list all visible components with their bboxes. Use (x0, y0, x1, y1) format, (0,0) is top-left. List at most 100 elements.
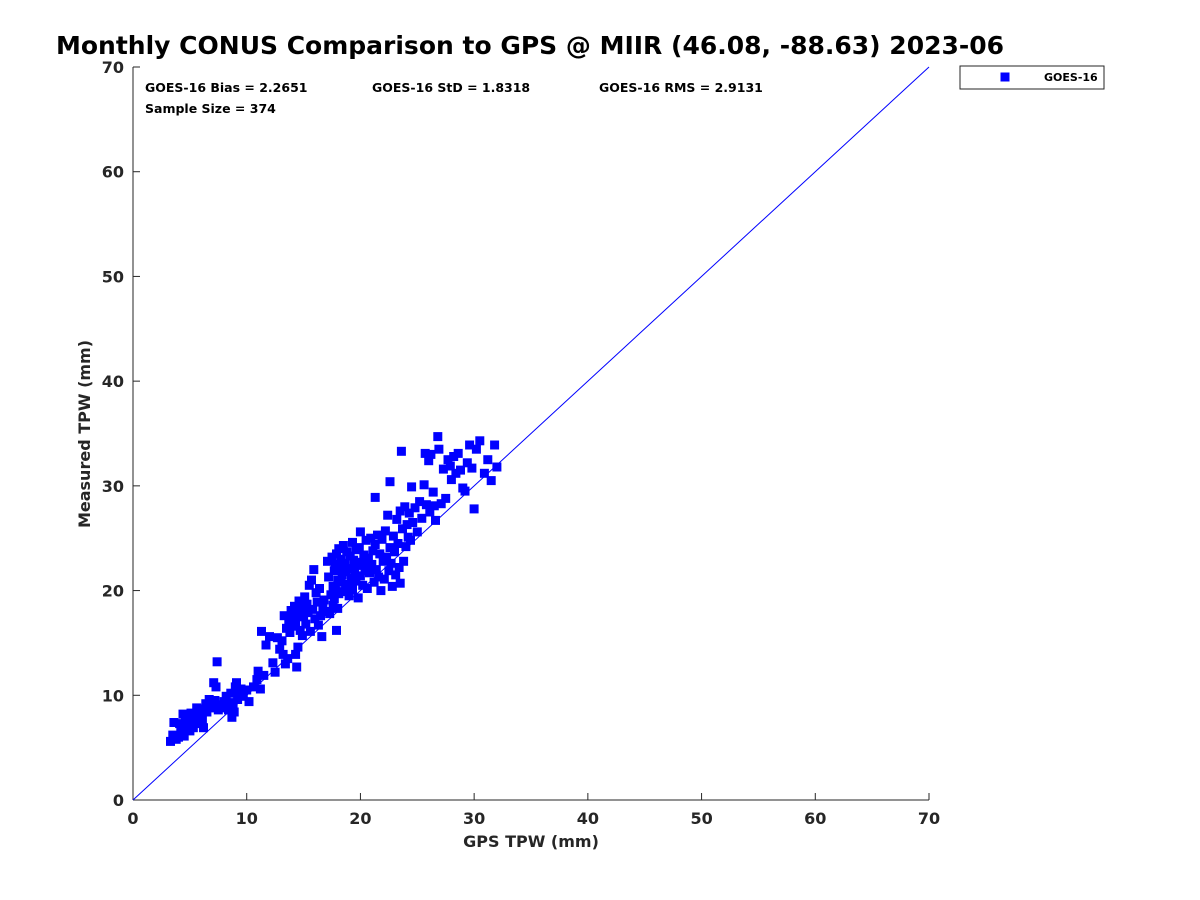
data-point (398, 524, 407, 534)
data-point (377, 534, 387, 544)
data-point (388, 531, 398, 541)
legend: GOES-16 (959, 65, 1105, 90)
data-point (315, 584, 324, 593)
data-point (375, 549, 385, 559)
data-point (370, 540, 380, 549)
data-point (492, 462, 502, 472)
data-point (204, 695, 214, 704)
data-point (456, 465, 465, 475)
data-point (402, 520, 412, 530)
data-point (174, 732, 183, 742)
data-point (390, 547, 399, 557)
data-point (229, 707, 239, 717)
data-point (441, 493, 451, 503)
data-point (169, 718, 179, 727)
data-point (312, 597, 322, 607)
x-tick-label: 30 (463, 809, 485, 828)
data-point (252, 675, 262, 685)
data-point (446, 475, 456, 485)
data-point (350, 569, 360, 579)
data-point (376, 586, 386, 596)
data-point (242, 685, 252, 695)
data-point (308, 604, 318, 614)
data-point (365, 568, 374, 578)
data-point (424, 456, 434, 466)
data-point (406, 535, 415, 545)
data-point (283, 654, 293, 664)
data-point (313, 620, 323, 630)
data-point (400, 502, 410, 512)
data-point (483, 455, 493, 465)
data-point (332, 549, 341, 559)
data-point (421, 500, 431, 510)
data-point (291, 617, 301, 627)
data-point (334, 544, 344, 554)
x-tick-label: 20 (349, 809, 371, 828)
data-point (226, 688, 236, 698)
data-point (386, 558, 396, 568)
data-point (419, 480, 429, 490)
data-point (249, 682, 258, 692)
data-point (233, 695, 243, 704)
data-point (349, 555, 359, 565)
data-point (293, 642, 303, 652)
data-point (210, 696, 220, 705)
x-tick-label: 50 (690, 809, 712, 828)
data-point (272, 633, 282, 643)
data-point (212, 657, 222, 667)
x-tick-label: 10 (236, 809, 258, 828)
data-point (460, 486, 470, 496)
data-point (268, 658, 278, 668)
data-point (188, 723, 198, 733)
data-point (429, 501, 439, 511)
y-tick-label: 10 (102, 686, 124, 705)
data-point (244, 697, 254, 707)
data-point (382, 552, 392, 562)
data-point (438, 464, 448, 474)
data-point (425, 507, 435, 517)
data-point (344, 591, 354, 601)
legend-marker (1000, 72, 1010, 82)
data-point (431, 515, 440, 525)
data-point (401, 542, 411, 552)
data-point (371, 565, 381, 575)
data-point (343, 579, 353, 589)
data-point (295, 625, 305, 635)
data-point (351, 576, 361, 586)
data-point (221, 691, 231, 701)
y-tick-label: 20 (102, 582, 124, 601)
data-point (407, 482, 417, 492)
data-point (352, 560, 362, 570)
data-point (383, 510, 393, 520)
data-point (453, 448, 463, 458)
data-point (408, 518, 418, 527)
data-point (285, 628, 295, 637)
data-point (348, 537, 357, 547)
y-tick-label: 60 (102, 163, 124, 182)
data-point (305, 626, 315, 636)
data-point (443, 455, 453, 465)
data-point (297, 631, 307, 641)
data-point (325, 609, 335, 619)
data-point (277, 636, 287, 646)
data-point (471, 444, 481, 454)
data-point (330, 559, 340, 569)
stat-rms: GOES-16 RMS = 2.9131 (599, 80, 763, 95)
data-point (395, 506, 405, 516)
stat-sample-size: Sample Size = 374 (145, 101, 276, 116)
data-point (293, 609, 303, 619)
data-point (396, 446, 406, 456)
y-tick-label: 70 (102, 58, 124, 77)
data-point (462, 458, 472, 468)
data-point (166, 736, 175, 746)
data-point (253, 666, 263, 676)
data-point (434, 444, 444, 454)
x-axis-label: GPS TPW (mm) (463, 832, 599, 851)
data-point (399, 556, 409, 566)
x-tick-label: 0 (127, 809, 138, 828)
data-point (387, 581, 397, 591)
y-tick-label: 50 (102, 267, 124, 286)
legend-label: GOES-16 (1044, 71, 1098, 84)
data-point (275, 644, 285, 654)
